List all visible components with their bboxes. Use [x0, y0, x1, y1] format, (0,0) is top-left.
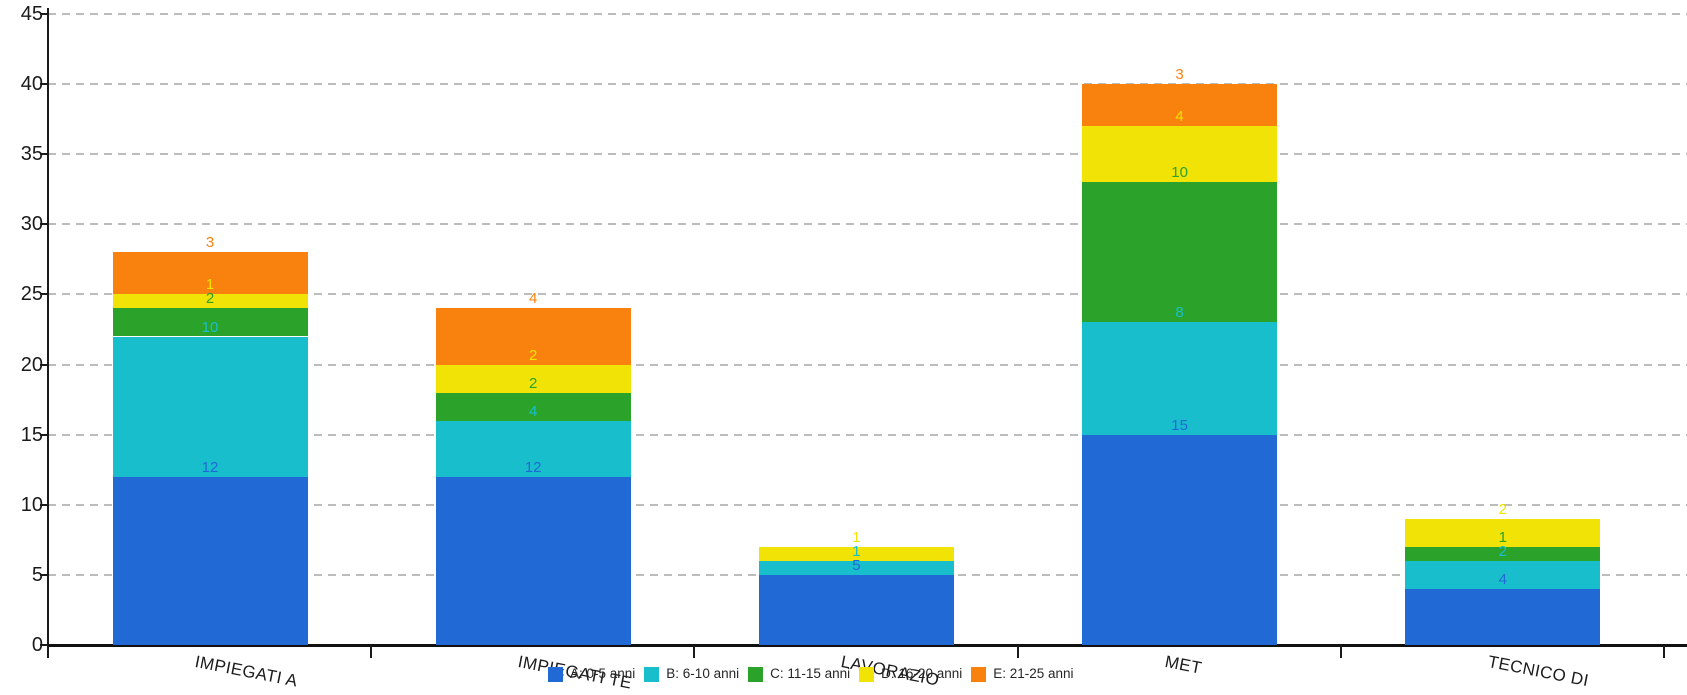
bar-segment-impiegati-a-series-4[interactable]: [112, 252, 308, 295]
segment-value-label: 1: [205, 276, 215, 294]
bar-segment-met-series-4[interactable]: [1082, 84, 1278, 127]
segment-value-label: 12: [201, 458, 219, 476]
bar-segment-tecnico-di-series-2[interactable]: [1405, 546, 1601, 561]
segment-value-label: 2: [1498, 500, 1507, 518]
legend-swatch: [748, 666, 764, 682]
y-axis-tick: [40, 573, 48, 576]
y-axis-tick-label: 35: [20, 143, 43, 166]
segment-value-label: 4: [1498, 570, 1507, 588]
y-axis-tick-label: 30: [20, 213, 43, 236]
bar-segment-impiegati-te-series-1[interactable]: [435, 420, 631, 477]
x-axis-tick: [693, 645, 696, 658]
segment-value-label: 3: [205, 234, 215, 252]
y-axis-tick: [40, 13, 48, 15]
segment-value-label: 2: [529, 374, 538, 392]
y-axis-tick-label: 20: [20, 353, 43, 376]
segment-value-label: 2: [1498, 542, 1507, 560]
y-axis-tick: [40, 644, 48, 646]
y-axis-tick-label: 10: [20, 493, 43, 516]
bar-segment-met-series-2[interactable]: [1082, 182, 1278, 323]
segment-value-label: 3: [1175, 66, 1184, 84]
segment-value-label: 2: [205, 290, 215, 308]
segment-value-label: 1: [852, 528, 861, 546]
segment-value-label: 10: [1171, 164, 1188, 182]
y-axis-tick: [40, 83, 48, 86]
bar-segment-met-series-1[interactable]: [1082, 322, 1278, 435]
gridline: [48, 363, 1687, 366]
x-axis-category-label: TECNICO DI: [1486, 652, 1591, 691]
x-axis-tick: [1663, 645, 1665, 658]
segment-value-label: 2: [529, 346, 538, 364]
y-axis-tick-label: 40: [20, 73, 43, 96]
y-axis-tick: [40, 293, 48, 296]
legend-swatch: [971, 666, 987, 682]
segment-value-label: 4: [529, 402, 538, 420]
x-axis-tick: [370, 645, 373, 658]
legend-label: D: 16-20 anni: [881, 666, 963, 681]
bar-segment-met-series-0[interactable]: [1082, 434, 1278, 645]
legend-item-b[interactable]: B: 6-10 anni: [644, 666, 739, 682]
y-axis-tick: [40, 153, 48, 156]
legend-swatch: [644, 666, 660, 682]
y-axis-tick-label: 0: [31, 634, 43, 656]
y-axis-tick: [40, 433, 48, 436]
bar-segment-lavorazio-series-1[interactable]: [758, 560, 954, 575]
y-axis-tick-label: 5: [31, 563, 43, 586]
bar-segment-impiegati-a-series-0[interactable]: [112, 476, 308, 645]
legend-swatch: [548, 666, 563, 682]
bar-segment-lavorazio-series-3[interactable]: [758, 546, 954, 561]
bar-segment-impiegati-te-series-0[interactable]: [435, 476, 631, 645]
legend: A: 0-5 anni B: 6-10 anni C: 11-15 anni D: 1…: [548, 666, 1074, 682]
segment-value-label: 8: [1175, 304, 1184, 322]
bar-segment-impiegati-te-series-4[interactable]: [435, 308, 631, 365]
legend-label: C: 11-15 anni: [770, 666, 851, 681]
bar-segment-impiegati-a-series-3[interactable]: [112, 294, 308, 309]
legend-item-e[interactable]: E: 21-25 anni: [971, 666, 1074, 682]
x-axis-line: [48, 643, 1687, 647]
y-axis-tick: [40, 223, 48, 226]
bar-segment-tecnico-di-series-0[interactable]: [1405, 588, 1601, 645]
gridline: [48, 223, 1687, 226]
segment-value-label: 4: [529, 290, 538, 308]
bar-segment-tecnico-di-series-3[interactable]: [1405, 518, 1601, 547]
legend-label: A: 0-5 anni: [570, 666, 636, 681]
y-axis-tick-label: 25: [20, 283, 43, 306]
x-axis-tick: [1339, 645, 1342, 658]
x-axis-tick: [1016, 645, 1019, 658]
y-axis-line: [47, 8, 49, 658]
x-axis-category-label: MET: [1162, 652, 1204, 678]
gridline: [48, 503, 1687, 506]
bar-segment-impiegati-a-series-1[interactable]: [112, 336, 308, 477]
legend-item-c[interactable]: C: 11-15 anni: [748, 666, 850, 682]
y-axis-tick-label: 45: [20, 3, 43, 25]
y-axis-tick-label: 15: [20, 423, 43, 446]
bar-segment-impiegati-te-series-3[interactable]: [435, 364, 631, 393]
legend-label: B: 6-10 anni: [666, 666, 740, 681]
y-axis-tick: [40, 363, 48, 366]
segment-value-label: 10: [201, 318, 219, 336]
legend-item-d[interactable]: D: 16-20 anni: [859, 666, 962, 682]
gridline: [48, 153, 1687, 156]
legend-label: E: 21-25 anni: [993, 666, 1074, 681]
bar-segment-impiegati-te-series-2[interactable]: [435, 392, 631, 421]
bar-segment-tecnico-di-series-1[interactable]: [1405, 560, 1601, 589]
legend-item-a[interactable]: A: 0-5 anni: [548, 666, 635, 682]
segment-value-label: 15: [1171, 416, 1188, 434]
segment-value-label: 12: [524, 458, 542, 476]
x-axis-category-label: IMPIEGATI A: [193, 652, 300, 691]
bar-segment-lavorazio-series-0[interactable]: [758, 574, 954, 645]
gridline: [48, 293, 1687, 296]
y-axis-tick: [40, 503, 48, 506]
segment-value-label: 4: [1175, 108, 1184, 126]
segment-value-label: 1: [852, 542, 861, 560]
bar-segment-impiegati-a-series-2[interactable]: [112, 308, 308, 337]
gridline: [48, 13, 1687, 15]
segment-value-label: 5: [852, 556, 861, 574]
bar-segment-met-series-3[interactable]: [1082, 126, 1278, 183]
legend-swatch: [859, 666, 875, 682]
gridline: [48, 83, 1687, 86]
segment-value-label: 1: [1498, 528, 1507, 546]
gridline: [48, 433, 1687, 436]
